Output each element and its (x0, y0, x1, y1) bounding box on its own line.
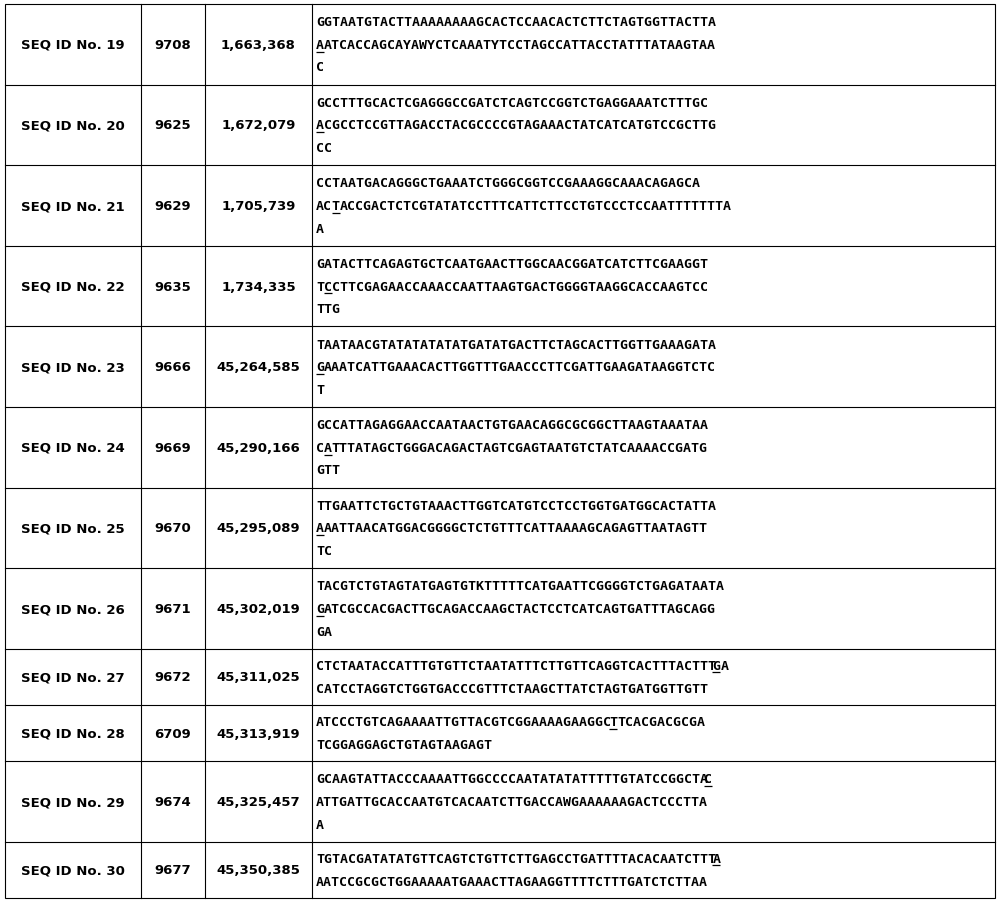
Text: 1,705,739: 1,705,739 (221, 200, 296, 213)
Text: A: A (316, 39, 324, 51)
Text: 9674: 9674 (154, 796, 191, 808)
Text: 45,313,919: 45,313,919 (217, 727, 300, 740)
Text: AATTAACATGGACGGGGCTCTGTTTCATTAAAAGCAGAGTTAATAGTT: AATTAACATGGACGGGGCTCTGTTTCATTAAAAGCAGAGT… (324, 522, 708, 535)
Text: 45,350,385: 45,350,385 (217, 863, 300, 877)
Text: SEQ ID No. 27: SEQ ID No. 27 (21, 671, 125, 684)
Text: GATACTTCAGAGTGCTCAATGAACTTGGCAACGGATCATCTTCGAAGGT: GATACTTCAGAGTGCTCAATGAACTTGGCAACGGATCATC… (316, 257, 708, 271)
Text: SEQ ID No. 21: SEQ ID No. 21 (21, 200, 125, 213)
Text: ATCGCCACGACTTGCAGACCAAGCTACTCCTCATCAGTGATTTAGCAGG: ATCGCCACGACTTGCAGACCAAGCTACTCCTCATCAGTGA… (324, 602, 716, 615)
Text: 45,264,585: 45,264,585 (217, 361, 300, 374)
Text: C: C (316, 61, 324, 74)
Text: TGTACGATATATGTTCAGTCTGTTCTTGAGCCTGATTTTACACAATCTTT: TGTACGATATATGTTCAGTCTGTTCTTGAGCCTGATTTTA… (316, 852, 716, 865)
Text: A: A (324, 442, 332, 454)
Text: G: G (712, 659, 720, 672)
Text: TC: TC (316, 545, 332, 557)
Text: 9677: 9677 (154, 863, 191, 877)
Text: CATCCTAGGTCTGGTGACCCGTTTCTAAGCTTATCTAGTGATGGTTGTT: CATCCTAGGTCTGGTGACCCGTTTCTAAGCTTATCTAGTG… (316, 683, 708, 695)
Text: TCGGAGGAGCTGTAGTAAGAGT: TCGGAGGAGCTGTAGTAAGAGT (316, 739, 492, 751)
Text: GCCATTAGAGGAACCAATAACTGTGAACAGGCGCGGCTTAAGTAAATAA: GCCATTAGAGGAACCAATAACTGTGAACAGGCGCGGCTTA… (316, 419, 708, 432)
Text: SEQ ID No. 28: SEQ ID No. 28 (21, 727, 125, 740)
Text: TAATAACGTATATATATATGATATGACTTCTAGCACTTGGTTGAAAGATA: TAATAACGTATATATATATGATATGACTTCTAGCACTTGG… (316, 339, 716, 351)
Text: GA: GA (316, 625, 332, 638)
Text: 45,311,025: 45,311,025 (217, 671, 300, 684)
Text: SEQ ID No. 23: SEQ ID No. 23 (21, 361, 125, 374)
Text: 9629: 9629 (154, 200, 191, 213)
Text: CTCTAATACCATTTGTGTTCTAATATTTCTTGTTCAGGTCACTTTACTTT: CTCTAATACCATTTGTGTTCTAATATTTCTTGTTCAGGTC… (316, 659, 716, 672)
Text: AATCCGCGCTGGAAAAATGAAACTTAGAAGGTTTTCTTTGATCTCTTAA: AATCCGCGCTGGAAAAATGAAACTTAGAAGGTTTTCTTTG… (316, 875, 708, 889)
Text: SEQ ID No. 25: SEQ ID No. 25 (21, 522, 125, 535)
Text: 45,295,089: 45,295,089 (217, 522, 300, 535)
Text: T: T (332, 200, 340, 213)
Text: 9708: 9708 (154, 39, 191, 51)
Text: 9670: 9670 (154, 522, 191, 535)
Text: 9671: 9671 (154, 602, 191, 615)
Text: ATTGATTGCACCAATGTCACAATCTTGACCAWGAAAAAAGACTCCCTTA: ATTGATTGCACCAATGTCACAATCTTGACCAWGAAAAAAG… (316, 796, 708, 808)
Text: ACCGACTCTCGTATATCCTTTCATTCTTCCTGTCCCTCCAATTTTTTTA: ACCGACTCTCGTATATCCTTTCATTCTTCCTGTCCCTCCA… (340, 200, 732, 213)
Text: SEQ ID No. 20: SEQ ID No. 20 (21, 119, 125, 132)
Text: ATCACCAGCAYAWYCTCAAATYTCCTAGCCATTACCTATTTATAAGTAA: ATCACCAGCAYAWYCTCAAATYTCCTAGCCATTACCTATT… (324, 39, 716, 51)
Text: 9672: 9672 (154, 671, 191, 684)
Text: TTG: TTG (316, 303, 340, 316)
Text: CC: CC (316, 142, 332, 154)
Text: C: C (324, 280, 332, 293)
Text: TTGAATTCTGCTGTAAACTTGGTCATGTCCTCCTGGTGATGGCACTATTA: TTGAATTCTGCTGTAAACTTGGTCATGTCCTCCTGGTGAT… (316, 499, 716, 512)
Text: 45,302,019: 45,302,019 (217, 602, 300, 615)
Text: 45,290,166: 45,290,166 (217, 442, 300, 454)
Text: A: A (316, 119, 324, 132)
Text: 1,663,368: 1,663,368 (221, 39, 296, 51)
Text: G: G (316, 361, 324, 374)
Text: SEQ ID No. 29: SEQ ID No. 29 (21, 796, 125, 808)
Text: GCCTTTGCACTCGAGGGCCGATCTCAGTCCGGTCTGAGGAAATCTTTGC: GCCTTTGCACTCGAGGGCCGATCTCAGTCCGGTCTGAGGA… (316, 97, 708, 110)
Text: T: T (609, 715, 617, 728)
Text: 1,672,079: 1,672,079 (221, 119, 296, 132)
Text: 9666: 9666 (154, 361, 191, 374)
Text: 9625: 9625 (154, 119, 191, 132)
Text: 9669: 9669 (154, 442, 191, 454)
Text: A: A (316, 222, 324, 236)
Text: C: C (316, 442, 324, 454)
Text: GGTAATGTACTTAAAAAAAAGCACTCCAACACTCTTCTAGTGGTTACTTA: GGTAATGTACTTAAAAAAAAGCACTCCAACACTCTTCTAG… (316, 16, 716, 29)
Text: SEQ ID No. 22: SEQ ID No. 22 (21, 280, 125, 293)
Text: CGCCTCCGTTAGACCTACGCCCCGTAGAAACTATCATCATGTCCGCTTG: CGCCTCCGTTAGACCTACGCCCCGTAGAAACTATCATCAT… (324, 119, 716, 132)
Text: A: A (316, 522, 324, 535)
Text: SEQ ID No. 24: SEQ ID No. 24 (21, 442, 125, 454)
Text: 1,734,335: 1,734,335 (221, 280, 296, 293)
Text: GCAAGTATTACCCAAAATTGGCCCCAATATATATTTTTGTATCCGGCTA: GCAAGTATTACCCAAAATTGGCCCCAATATATATTTTTGT… (316, 773, 708, 786)
Text: SEQ ID No. 30: SEQ ID No. 30 (21, 863, 125, 877)
Text: SEQ ID No. 26: SEQ ID No. 26 (21, 602, 125, 615)
Text: CCTAATGACAGGGCTGAAATCTGGGCGGTCCGAAAGGCAAACAGAGCA: CCTAATGACAGGGCTGAAATCTGGGCGGTCCGAAAGGCAA… (316, 177, 700, 191)
Text: C: C (704, 773, 712, 786)
Text: A: A (316, 818, 324, 831)
Text: TCACGACGCGA: TCACGACGCGA (617, 715, 705, 728)
Text: G: G (316, 602, 324, 615)
Text: ATCCCTGTCAGAAAATTGTTACGTCGGAAAAGAAGGC: ATCCCTGTCAGAAAATTGTTACGTCGGAAAAGAAGGC (316, 715, 612, 728)
Text: 45,325,457: 45,325,457 (217, 796, 300, 808)
Text: AAATCATTGAAACACTTGGTTTGAACCCTTCGATTGAAGATAAGGTCTC: AAATCATTGAAACACTTGGTTTGAACCCTTCGATTGAAGA… (324, 361, 716, 374)
Text: A: A (720, 659, 728, 672)
Text: CTTCGAGAACCAAACCAATTAAGTGACTGGGGTAAGGCACCAAGTCC: CTTCGAGAACCAAACCAATTAAGTGACTGGGGTAAGGCAC… (332, 280, 708, 293)
Text: A: A (712, 852, 720, 865)
Text: 9635: 9635 (154, 280, 191, 293)
Text: 6709: 6709 (154, 727, 191, 740)
Text: T: T (316, 384, 324, 396)
Text: TACGTCTGTAGTATGAGTGTKTTTTTCATGAATTCGGGGTCTGAGATAATA: TACGTCTGTAGTATGAGTGTKTTTTTCATGAATTCGGGGT… (316, 580, 724, 593)
Text: GTT: GTT (316, 464, 340, 477)
Text: SEQ ID No. 19: SEQ ID No. 19 (21, 39, 125, 51)
Text: AC: AC (316, 200, 332, 213)
Text: T: T (316, 280, 324, 293)
Text: TTTATAGCTGGGACAGACTAGTCGAGTAATGTCTATCAAAACCGATG: TTTATAGCTGGGACAGACTAGTCGAGTAATGTCTATCAAA… (332, 442, 708, 454)
